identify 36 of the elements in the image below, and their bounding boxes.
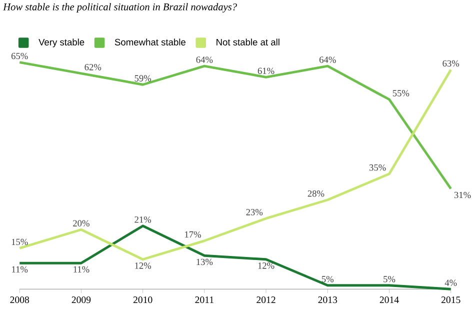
data-label: 35% (369, 164, 386, 171)
x-tick-label: 2012 (256, 296, 276, 304)
data-label: 31% (454, 192, 471, 198)
x-tick-label: 2010 (133, 296, 152, 304)
legend-label: Very stable (38, 38, 84, 48)
x-tick-label: 2013 (318, 296, 338, 304)
data-label: 11% (12, 266, 28, 273)
legend-label: Somewhat stable (114, 38, 186, 46)
x-tick-label: 2015 (441, 296, 460, 304)
data-label: 21% (134, 216, 152, 223)
data-label: 28% (308, 190, 324, 197)
data-label: 64% (320, 56, 336, 64)
data-label: 17% (185, 232, 201, 238)
data-label: 23% (246, 209, 263, 216)
x-tick-label: 2014 (380, 296, 399, 304)
data-label: 59% (134, 75, 152, 82)
data-label: 61% (258, 68, 274, 74)
legend-label: Not stable at all (216, 38, 280, 46)
data-label: 64% (196, 56, 213, 64)
data-label: 13% (196, 259, 213, 266)
x-tick-label: 2009 (72, 296, 91, 304)
data-label: 5% (384, 276, 396, 282)
data-label: 12% (135, 262, 152, 270)
data-label: 11% (74, 266, 90, 273)
data-label: 63% (442, 60, 460, 67)
chart-title: How stable is the political situation in Brazil nowadays? (3, 3, 237, 13)
data-label: 20% (73, 220, 90, 227)
x-tick-label: 2008 (10, 296, 30, 304)
x-tick-label: 2011 (195, 296, 214, 304)
data-label: 4% (444, 280, 457, 286)
data-label: 62% (84, 64, 102, 71)
data-label: 65% (11, 53, 28, 60)
data-label: 12% (258, 262, 274, 270)
data-label: 55% (392, 90, 410, 97)
data-label: 5% (322, 276, 334, 282)
data-label: 15% (12, 238, 28, 246)
